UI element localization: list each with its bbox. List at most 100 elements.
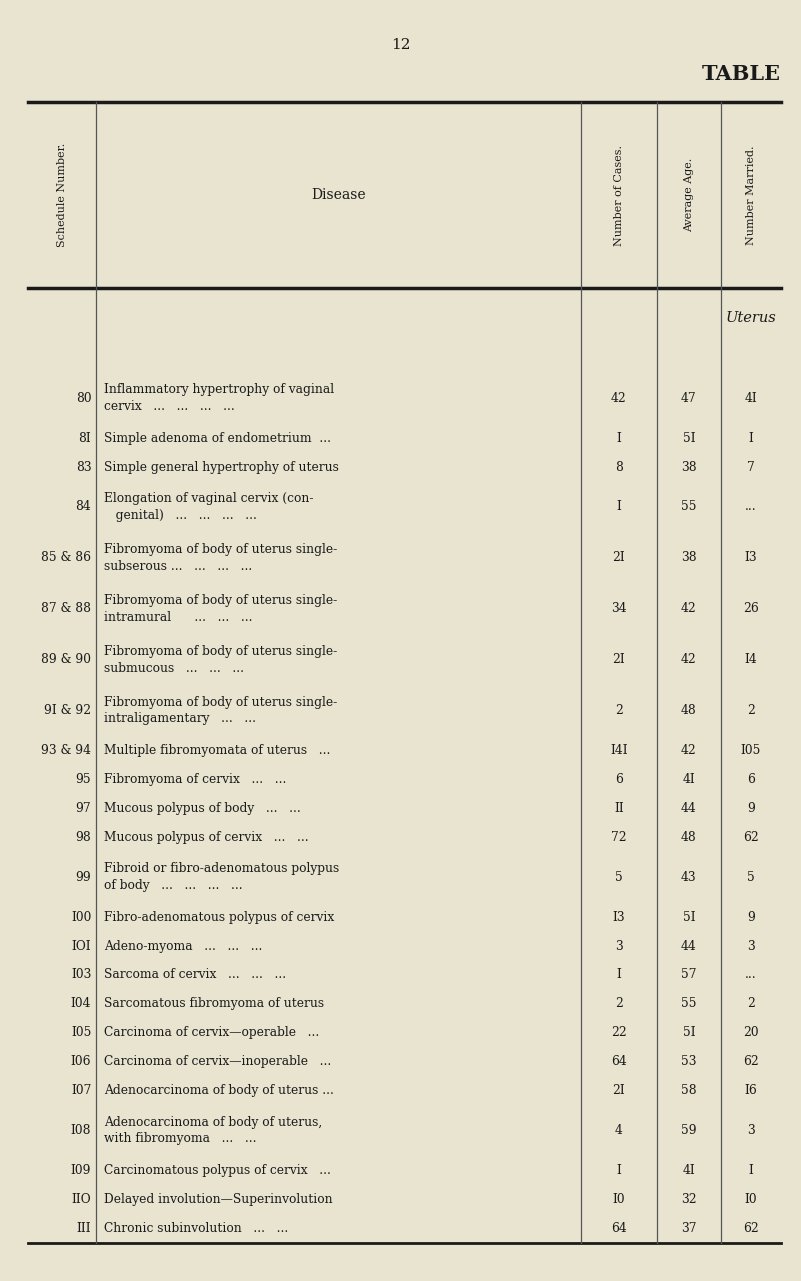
Text: Adenocarcinoma of body of uterus,
with fibromyoma   ...   ...: Adenocarcinoma of body of uterus, with f… <box>104 1116 322 1145</box>
Text: Average Age.: Average Age. <box>684 159 694 232</box>
Text: Simple adenoma of endometrium  ...: Simple adenoma of endometrium ... <box>104 432 331 445</box>
Text: 5I: 5I <box>682 1026 695 1039</box>
Text: Fibromyoma of body of uterus single-
subserous ...   ...   ...   ...: Fibromyoma of body of uterus single- sub… <box>104 543 337 573</box>
Text: 43: 43 <box>681 871 697 884</box>
Text: 32: 32 <box>681 1193 697 1205</box>
Text: 9: 9 <box>747 802 755 815</box>
Text: 5: 5 <box>615 871 622 884</box>
Text: 26: 26 <box>743 602 759 615</box>
Text: 3: 3 <box>747 1123 755 1138</box>
Text: 22: 22 <box>611 1026 626 1039</box>
Text: 84: 84 <box>75 501 91 514</box>
Text: I00: I00 <box>71 911 91 924</box>
Text: I0: I0 <box>613 1193 625 1205</box>
Text: TABLE: TABLE <box>702 64 781 85</box>
Text: I: I <box>616 501 622 514</box>
Text: 42: 42 <box>681 744 697 757</box>
Text: Carcinoma of cervix—inoperable   ...: Carcinoma of cervix—inoperable ... <box>104 1056 332 1068</box>
Text: 48: 48 <box>681 831 697 844</box>
Text: I3: I3 <box>613 911 625 924</box>
Text: Fibromyoma of body of uterus single-
intramural      ...   ...   ...: Fibromyoma of body of uterus single- int… <box>104 594 337 624</box>
Text: 2: 2 <box>747 705 755 717</box>
Text: 83: 83 <box>75 461 91 474</box>
Text: Simple general hypertrophy of uterus: Simple general hypertrophy of uterus <box>104 461 339 474</box>
Text: I0: I0 <box>745 1193 757 1205</box>
Text: Sarcoma of cervix   ...   ...   ...: Sarcoma of cervix ... ... ... <box>104 968 286 981</box>
Text: 4I: 4I <box>745 392 757 405</box>
Text: 38: 38 <box>681 461 697 474</box>
Text: Number of Cases.: Number of Cases. <box>614 145 624 246</box>
Text: 59: 59 <box>681 1123 697 1138</box>
Text: 12: 12 <box>391 38 410 53</box>
Text: 3: 3 <box>615 939 622 953</box>
Text: ...: ... <box>745 501 757 514</box>
Text: 4: 4 <box>615 1123 622 1138</box>
Text: Adenocarcinoma of body of uterus ...: Adenocarcinoma of body of uterus ... <box>104 1084 334 1097</box>
Text: 2I: 2I <box>613 551 625 565</box>
Text: 44: 44 <box>681 802 697 815</box>
Text: 47: 47 <box>681 392 697 405</box>
Text: 2: 2 <box>615 998 622 1011</box>
Text: 8I: 8I <box>78 432 91 445</box>
Text: Fibromyoma of body of uterus single-
submucous   ...   ...   ...: Fibromyoma of body of uterus single- sub… <box>104 646 337 675</box>
Text: Disease: Disease <box>311 188 366 202</box>
Text: 97: 97 <box>75 802 91 815</box>
Text: 3: 3 <box>747 939 755 953</box>
Text: Schedule Number.: Schedule Number. <box>57 143 67 247</box>
Text: Fibro-adenomatous polypus of cervix: Fibro-adenomatous polypus of cervix <box>104 911 334 924</box>
Text: 62: 62 <box>743 1222 759 1235</box>
Text: 34: 34 <box>611 602 626 615</box>
Text: Fibromyoma of cervix   ...   ...: Fibromyoma of cervix ... ... <box>104 772 287 787</box>
Text: 9I & 92: 9I & 92 <box>44 705 91 717</box>
Text: 95: 95 <box>75 772 91 787</box>
Text: 99: 99 <box>75 871 91 884</box>
Text: 58: 58 <box>681 1084 697 1097</box>
Text: 2I: 2I <box>613 653 625 666</box>
Text: I4I: I4I <box>610 744 628 757</box>
Text: Chronic subinvolution   ...   ...: Chronic subinvolution ... ... <box>104 1222 288 1235</box>
Text: Fibromyoma of body of uterus single-
intraligamentary   ...   ...: Fibromyoma of body of uterus single- int… <box>104 696 337 725</box>
Text: I3: I3 <box>745 551 757 565</box>
Text: 5I: 5I <box>682 911 695 924</box>
Text: Elongation of vaginal cervix (con-
   genital)   ...   ...   ...   ...: Elongation of vaginal cervix (con- genit… <box>104 492 314 521</box>
Text: 38: 38 <box>681 551 697 565</box>
Text: 93 & 94: 93 & 94 <box>42 744 91 757</box>
Text: ...: ... <box>745 968 757 981</box>
Text: II: II <box>614 802 624 815</box>
Text: I4: I4 <box>745 653 757 666</box>
Text: 48: 48 <box>681 705 697 717</box>
Text: I03: I03 <box>71 968 91 981</box>
Text: 42: 42 <box>611 392 626 405</box>
Text: Carcinoma of cervix—operable   ...: Carcinoma of cervix—operable ... <box>104 1026 320 1039</box>
Text: Uterus: Uterus <box>726 311 776 325</box>
Text: 98: 98 <box>75 831 91 844</box>
Text: I: I <box>616 432 622 445</box>
Text: IOI: IOI <box>71 939 91 953</box>
Text: 53: 53 <box>681 1056 697 1068</box>
Text: 42: 42 <box>681 653 697 666</box>
Text: 57: 57 <box>681 968 697 981</box>
Text: 5: 5 <box>747 871 755 884</box>
Text: 42: 42 <box>681 602 697 615</box>
Text: Delayed involution—Superinvolution: Delayed involution—Superinvolution <box>104 1193 332 1205</box>
Text: 55: 55 <box>681 998 697 1011</box>
Text: 20: 20 <box>743 1026 759 1039</box>
Text: I: I <box>616 968 622 981</box>
Text: 2: 2 <box>747 998 755 1011</box>
Text: 85 & 86: 85 & 86 <box>42 551 91 565</box>
Text: Number Married.: Number Married. <box>746 146 756 245</box>
Text: I06: I06 <box>70 1056 91 1068</box>
Text: 2I: 2I <box>613 1084 625 1097</box>
Text: 55: 55 <box>681 501 697 514</box>
Text: I08: I08 <box>70 1123 91 1138</box>
Text: I: I <box>616 1164 622 1177</box>
Text: 89 & 90: 89 & 90 <box>42 653 91 666</box>
Text: I: I <box>748 432 754 445</box>
Text: 62: 62 <box>743 831 759 844</box>
Text: III: III <box>77 1222 91 1235</box>
Text: 62: 62 <box>743 1056 759 1068</box>
Text: Sarcomatous fibromyoma of uterus: Sarcomatous fibromyoma of uterus <box>104 998 324 1011</box>
Text: 6: 6 <box>747 772 755 787</box>
Text: I09: I09 <box>70 1164 91 1177</box>
Text: Multiple fibromyomata of uterus   ...: Multiple fibromyomata of uterus ... <box>104 744 331 757</box>
